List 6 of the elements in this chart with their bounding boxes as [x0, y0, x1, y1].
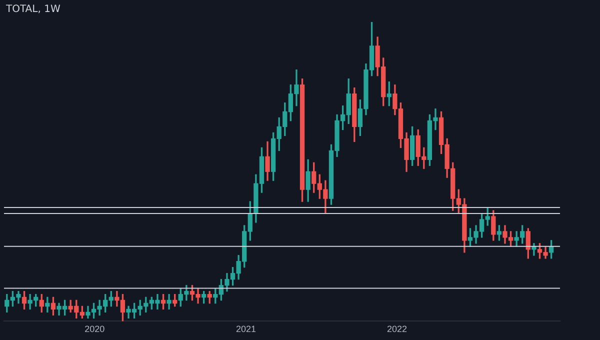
x-tick-label: 2020: [84, 324, 105, 334]
chart-title: TOTAL, 1W: [6, 4, 60, 15]
candlestick: [45, 296, 50, 313]
candlestick: [166, 294, 172, 310]
x-tick-label: 2021: [236, 324, 256, 334]
x-tick-label: 2022: [386, 324, 408, 334]
